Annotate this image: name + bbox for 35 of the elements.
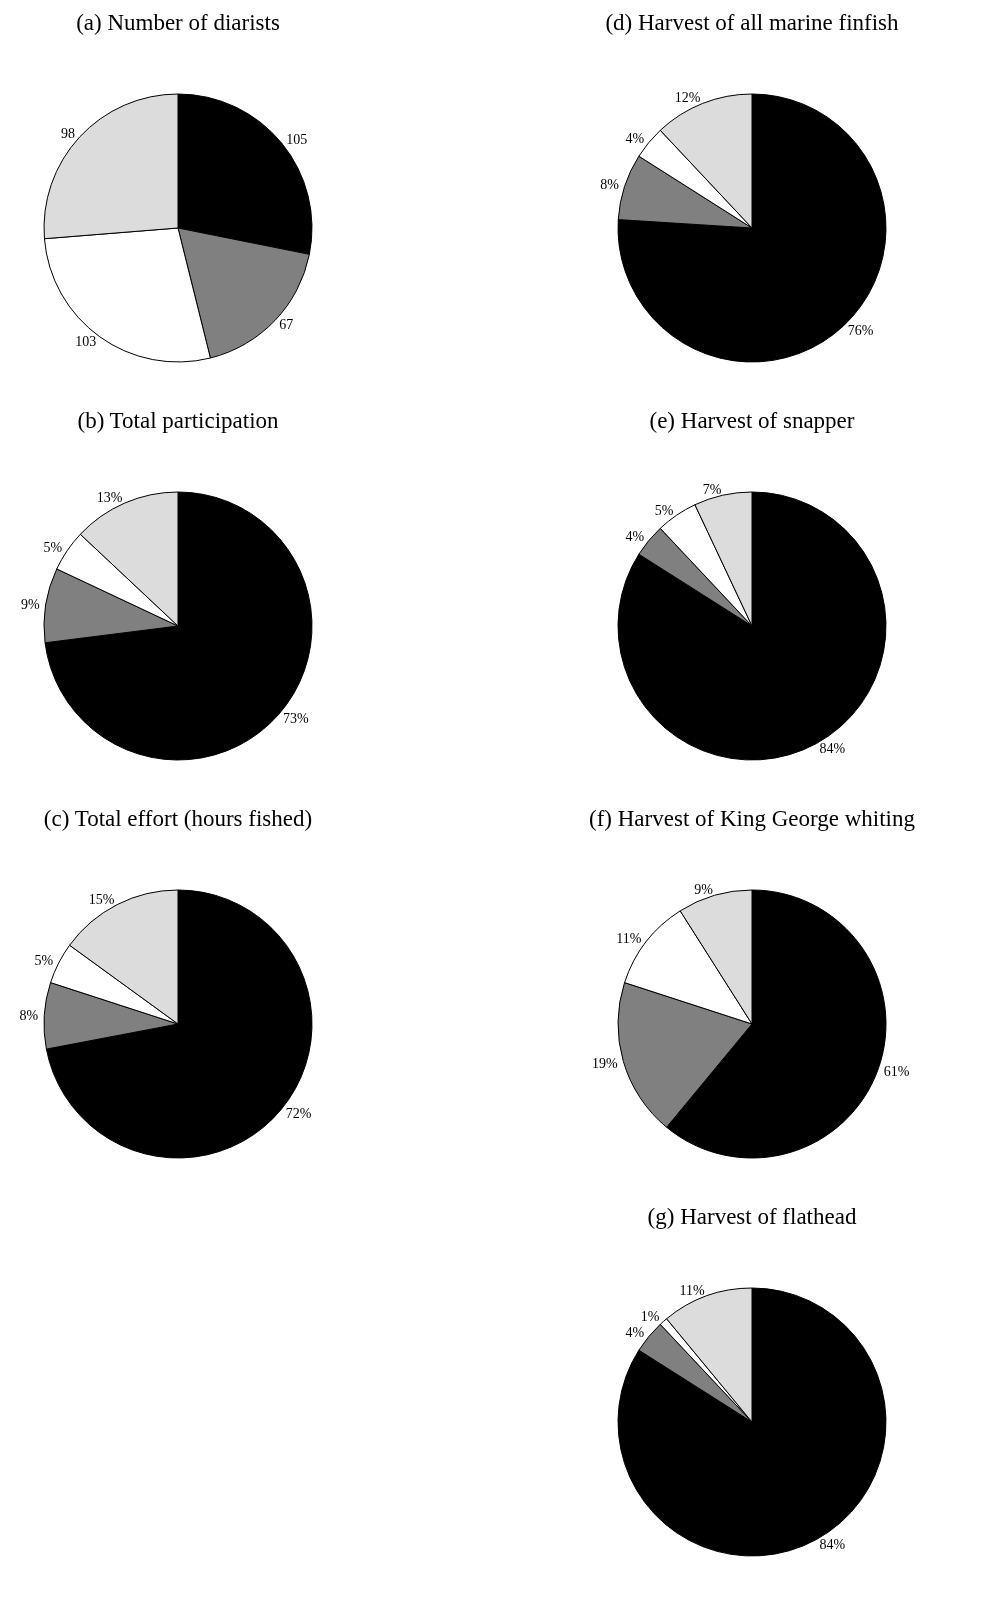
- chart-title: (c) Total effort (hours fished): [43, 806, 313, 831]
- data-label: 7%: [702, 481, 722, 497]
- data-label: 8%: [19, 1007, 39, 1023]
- data-label: 84%: [819, 1537, 846, 1553]
- data-label: 9%: [21, 596, 41, 612]
- data-label: 105: [286, 131, 308, 147]
- chart-title: (d) Harvest of all marine finfish: [605, 10, 900, 35]
- chart-title: (b) Total participation: [77, 408, 280, 433]
- data-label: 11%: [616, 930, 642, 946]
- data-label: 72%: [285, 1105, 312, 1121]
- data-label: 84%: [819, 741, 846, 757]
- data-label: 11%: [679, 1282, 705, 1298]
- chart-title: (f) Harvest of King George whiting: [589, 806, 916, 831]
- chart-title: (a) Number of diarists: [76, 10, 280, 35]
- data-label: 9%: [694, 882, 714, 898]
- data-label: 1%: [640, 1309, 660, 1325]
- data-label: 4%: [625, 131, 645, 147]
- data-label: 13%: [96, 490, 123, 506]
- data-label: 76%: [847, 322, 874, 338]
- data-label: 61%: [883, 1063, 910, 1079]
- data-label: 98: [61, 125, 76, 141]
- data-label: 12%: [674, 90, 701, 106]
- data-label: 5%: [654, 502, 674, 518]
- data-label: 15%: [88, 891, 115, 907]
- data-label: 5%: [34, 952, 54, 968]
- data-label: 103: [75, 334, 97, 350]
- data-label: 5%: [43, 539, 63, 555]
- data-label: 19%: [591, 1055, 618, 1071]
- data-label: 73%: [283, 711, 310, 727]
- chart-title: (e) Harvest of snapper: [649, 408, 855, 433]
- chart-title: (g) Harvest of flathead: [647, 1204, 857, 1229]
- data-label: 4%: [625, 529, 645, 545]
- data-label: 8%: [600, 177, 620, 193]
- data-label: 67: [279, 317, 294, 333]
- data-label: 4%: [625, 1325, 645, 1341]
